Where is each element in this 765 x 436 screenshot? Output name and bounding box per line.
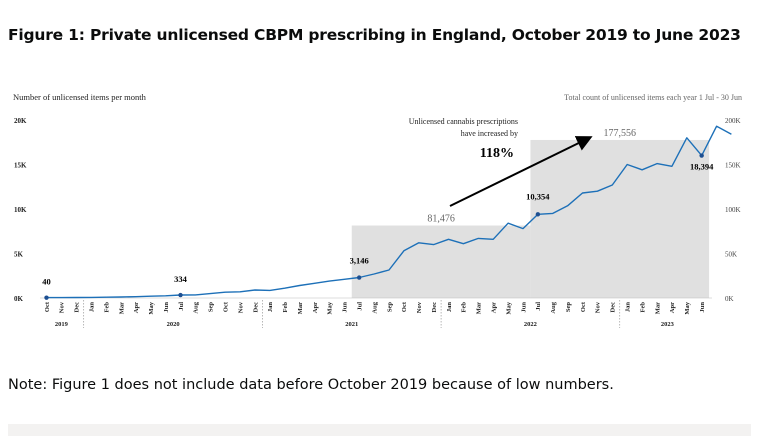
- month-tick-label: Jan: [267, 302, 274, 313]
- month-tick-label: Apr: [669, 302, 676, 313]
- month-tick-label: May: [684, 301, 691, 314]
- data-point-marker: [699, 153, 704, 158]
- figure-note: Note: Figure 1 does not include data bef…: [8, 377, 614, 393]
- annual-total-bar: [351, 225, 531, 298]
- left-axis-title: Number of unlicensed items per month: [13, 92, 147, 102]
- right-tick-label: 50K: [725, 251, 737, 259]
- data-point-marker: [178, 292, 183, 298]
- month-tick-label: Apr: [491, 302, 498, 313]
- data-label: 10,354: [526, 191, 550, 201]
- data-label: 18,394: [690, 162, 714, 172]
- month-tick-label: Feb: [282, 302, 289, 313]
- month-tick-label: Aug: [371, 301, 378, 313]
- data-label: 3,146: [350, 256, 369, 266]
- left-tick-label: 10K: [14, 206, 27, 214]
- year-label: 2023: [661, 321, 675, 328]
- year-label: 2021: [345, 321, 358, 328]
- data-point-marker: [535, 212, 541, 217]
- month-tick-label: Dec: [610, 302, 617, 313]
- month-tick-label: Jun: [342, 302, 349, 313]
- monthly-series-line: [46, 125, 732, 299]
- annotation-percent: 118%: [480, 146, 514, 161]
- annotation-line-1: Unlicensed cannabis prescriptions: [409, 117, 518, 126]
- annual-total-label: 81,476: [427, 213, 455, 224]
- month-tick-label: Jun: [163, 302, 170, 313]
- month-tick-label: Oct: [223, 301, 230, 312]
- right-tick-label: 100K: [725, 206, 741, 214]
- year-label: 2020: [167, 321, 180, 328]
- month-tick-label: Feb: [461, 302, 468, 313]
- month-tick-label: Jul: [357, 302, 364, 311]
- right-tick-label: 200K: [725, 117, 741, 125]
- month-tick-label: Mar: [297, 302, 304, 314]
- left-tick-label: 5K: [14, 251, 24, 259]
- left-tick-label: 20K: [14, 117, 27, 125]
- month-tick-label: Sep: [565, 302, 572, 313]
- month-tick-label: May: [505, 301, 512, 314]
- month-tick-label: Jul: [178, 302, 185, 311]
- month-tick-label: Aug: [193, 301, 200, 313]
- month-tick-label: Nov: [595, 301, 602, 313]
- figure-title: Figure 1: Private unlicensed CBPM prescr…: [8, 26, 741, 44]
- month-tick-label: Sep: [208, 302, 215, 313]
- month-tick-label: Mar: [476, 302, 483, 314]
- growth-arrow: [449, 136, 593, 207]
- month-tick-label: Jan: [446, 302, 453, 313]
- month-tick-label: Feb: [103, 302, 110, 313]
- month-tick-label: Sep: [386, 302, 393, 313]
- month-tick-label: Dec: [431, 302, 438, 313]
- month-tick-label: Aug: [550, 301, 557, 313]
- year-label: 2019: [55, 321, 69, 328]
- annual-total-bar: [530, 139, 710, 298]
- annual-total-label: 177,556: [604, 128, 637, 139]
- month-tick-label: Dec: [74, 302, 81, 313]
- data-label: 334: [174, 274, 188, 284]
- month-tick-label: Oct: [580, 301, 587, 312]
- month-tick-label: Oct: [401, 301, 408, 312]
- month-tick-label: Dec: [252, 302, 259, 313]
- month-tick-label: May: [327, 301, 334, 314]
- month-tick-label: Mar: [118, 302, 125, 314]
- month-tick-label: Jun: [520, 302, 527, 313]
- chart: Number of unlicensed items per month Tota…: [13, 92, 742, 328]
- data-point-marker: [356, 275, 362, 280]
- right-axis-title: Total count of unlicensed items each yea…: [564, 93, 742, 102]
- month-tick-label: Nov: [237, 301, 244, 313]
- month-tick-label: Mar: [654, 302, 661, 314]
- data-point-marker: [44, 295, 49, 300]
- left-tick-label: 15K: [14, 162, 27, 170]
- month-tick-label: Feb: [639, 302, 646, 313]
- right-tick-label: 150K: [725, 162, 741, 170]
- left-tick-label: 0K: [14, 295, 24, 303]
- month-tick-label: Apr: [312, 302, 319, 313]
- data-label: 40: [42, 277, 51, 287]
- month-tick-label: Nov: [416, 301, 423, 313]
- month-tick-label: Apr: [133, 302, 140, 313]
- month-tick-label: Jan: [625, 302, 632, 313]
- annotation-line-2: have increased by: [461, 129, 518, 138]
- month-tick-label: Nov: [59, 301, 66, 313]
- month-tick-label: May: [148, 301, 155, 314]
- month-tick-label: Jul: [535, 302, 542, 311]
- month-tick-label: Jan: [89, 302, 96, 313]
- year-label: 2022: [524, 321, 537, 328]
- month-tick-label: Jun: [699, 302, 706, 313]
- footer-bar: [8, 424, 751, 436]
- month-tick-label: Oct: [44, 301, 51, 312]
- right-tick-label: 0K: [725, 295, 734, 303]
